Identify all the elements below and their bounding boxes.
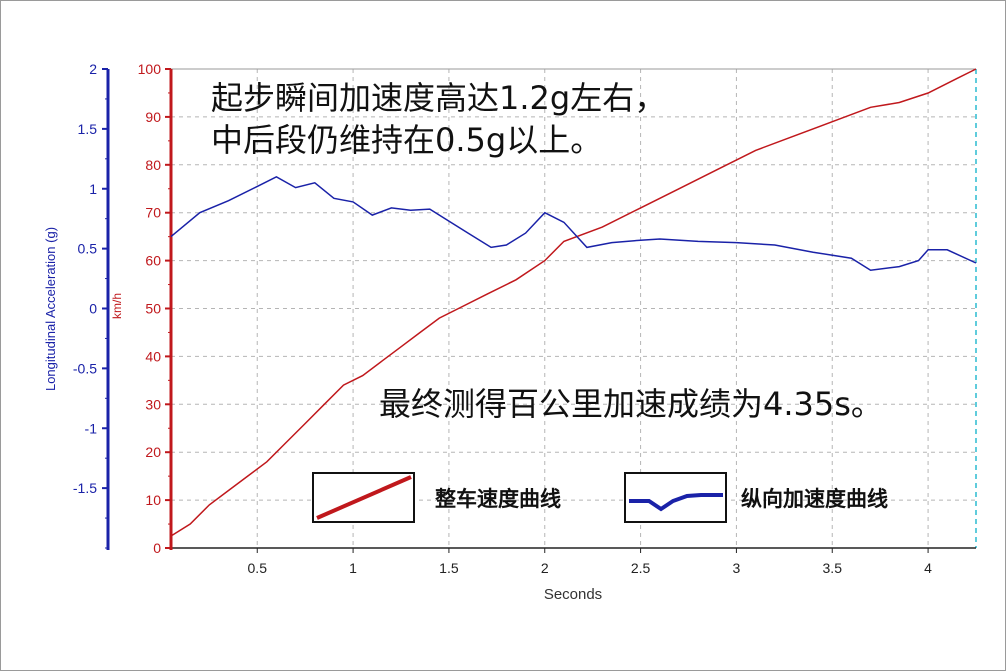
acceleration-axis-label: Longitudinal Acceleration (g) bbox=[43, 227, 58, 391]
speed-tick-label-6: 60 bbox=[145, 253, 161, 269]
x-tick-label-7: 4 bbox=[924, 560, 932, 576]
speed-tick-label-4: 40 bbox=[145, 348, 161, 364]
series-layer bbox=[170, 68, 977, 537]
speed-ticks: 0 10 20 30 40 50 60 70 80 90 100 bbox=[138, 61, 171, 556]
speed-tick-label-2: 20 bbox=[145, 444, 161, 460]
series-line-speed bbox=[170, 68, 977, 537]
acc-tick-label-4: 0.5 bbox=[78, 241, 98, 257]
speed-tick-label-5: 50 bbox=[145, 301, 161, 317]
acc-tick-label-7: 2 bbox=[89, 61, 97, 77]
legend-label-acceleration: 纵向加速度曲线 bbox=[741, 487, 888, 511]
speed-tick-label-9: 90 bbox=[145, 109, 161, 125]
speed-tick-label-7: 70 bbox=[145, 205, 161, 221]
annotation-result: 最终测得百公里加速成绩为4.35s。 bbox=[379, 385, 883, 423]
x-tick-label-0: 0.5 bbox=[248, 560, 268, 576]
x-axis-label: Seconds bbox=[544, 586, 602, 603]
speed-axis-label: km/h bbox=[110, 293, 124, 319]
speed-tick-label-1: 10 bbox=[145, 492, 161, 508]
legend-swatch-speed-line bbox=[316, 475, 412, 520]
annotation-line-1: 起步瞬间加速度高达1.2g左右， bbox=[211, 79, 666, 117]
legend-swatch-acceleration-line bbox=[629, 493, 723, 512]
acc-tick-label-6: 1.5 bbox=[78, 121, 98, 137]
annotation-line-2: 中后段仍维持在0.5g以上。 bbox=[211, 121, 602, 159]
x-ticks: 0.5 1 1.5 2 2.5 3 3.5 4 bbox=[248, 548, 932, 576]
legend-item-acceleration: 纵向加速度曲线 bbox=[624, 472, 888, 523]
series-line-acceleration bbox=[170, 175, 977, 271]
acc-tick-label-0: -1.5 bbox=[73, 480, 97, 496]
speed-tick-label-0: 0 bbox=[153, 540, 161, 556]
grid bbox=[171, 69, 976, 548]
x-tick-label-4: 2.5 bbox=[631, 560, 651, 576]
acc-tick-label-3: 0 bbox=[89, 301, 97, 317]
acc-tick-label-1: -1 bbox=[85, 420, 98, 436]
acceleration-ticks: -1.5 -1 -0.5 0 0.5 1 1.5 2 bbox=[73, 61, 108, 549]
legend: 整车速度曲线 纵向加速度曲线 bbox=[312, 472, 888, 523]
acc-tick-label-2: -0.5 bbox=[73, 360, 97, 376]
legend-swatch-acceleration bbox=[624, 472, 727, 523]
x-tick-label-2: 1.5 bbox=[439, 560, 459, 576]
speed-tick-label-3: 30 bbox=[145, 396, 161, 412]
x-tick-label-3: 2 bbox=[541, 560, 549, 576]
x-tick-label-5: 3 bbox=[733, 560, 741, 576]
acc-tick-label-5: 1 bbox=[89, 181, 97, 197]
x-tick-label-1: 1 bbox=[349, 560, 357, 576]
speed-tick-label-10: 100 bbox=[138, 61, 162, 77]
x-tick-label-6: 3.5 bbox=[823, 560, 843, 576]
legend-label-speed: 整车速度曲线 bbox=[435, 487, 561, 511]
speed-tick-label-8: 80 bbox=[145, 157, 161, 173]
legend-item-speed: 整车速度曲线 bbox=[312, 472, 561, 523]
